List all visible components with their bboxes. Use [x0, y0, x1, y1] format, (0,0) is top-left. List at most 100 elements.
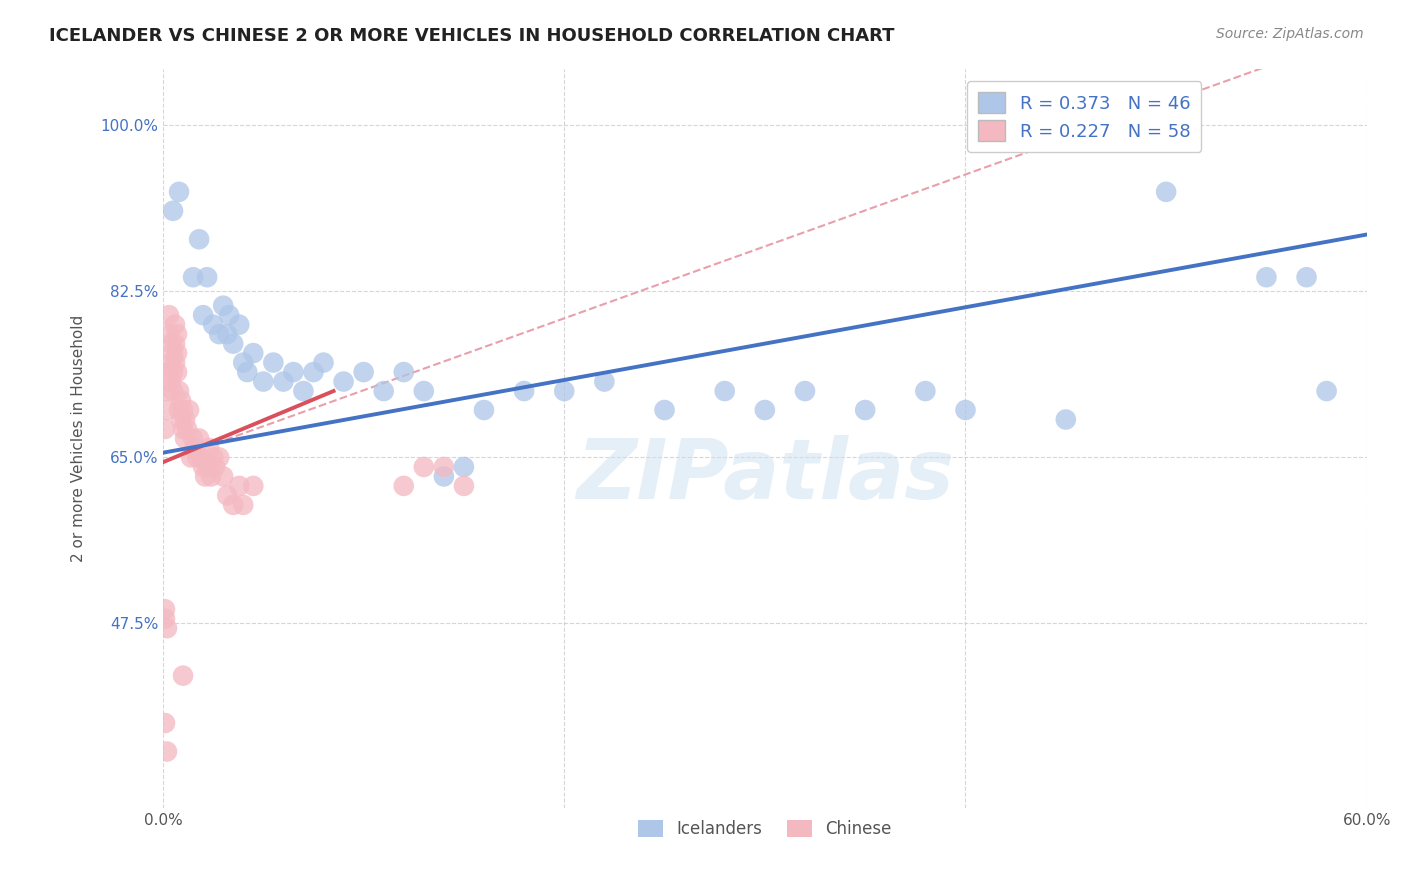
Point [163, 336, 186, 351]
Point [283, 365, 305, 379]
Point [433, 459, 456, 474]
Point [228, 479, 250, 493]
Point [188, 432, 211, 446]
Point [312, 355, 335, 369]
Point [172, 403, 194, 417]
Point [163, 355, 186, 369]
Point [794, 384, 817, 398]
Point [302, 365, 325, 379]
Point [167, 185, 190, 199]
Y-axis label: 2 or more Vehicles in Household: 2 or more Vehicles in Household [72, 315, 86, 562]
Point [167, 403, 190, 417]
Point [194, 469, 217, 483]
Point [195, 459, 218, 474]
Point [190, 450, 212, 465]
Point [177, 403, 200, 417]
Point [160, 355, 183, 369]
Point [156, 403, 179, 417]
Point [191, 459, 214, 474]
Point [184, 441, 207, 455]
Point [1316, 384, 1339, 398]
Point [156, 384, 179, 398]
Point [222, 336, 245, 351]
Point [172, 668, 194, 682]
Point [153, 602, 176, 616]
Point [157, 308, 180, 322]
Point [200, 469, 222, 483]
Point [433, 469, 456, 483]
Point [242, 346, 264, 360]
Point [162, 203, 184, 218]
Point [176, 422, 198, 436]
Point [174, 412, 197, 426]
Point [160, 336, 183, 351]
Point [156, 745, 179, 759]
Point [166, 346, 188, 360]
Point [157, 365, 180, 379]
Point [236, 365, 259, 379]
Point [157, 327, 180, 342]
Point [513, 384, 536, 398]
Point [373, 384, 395, 398]
Point [1054, 412, 1077, 426]
Point [1154, 185, 1177, 199]
Point [232, 498, 254, 512]
Point [202, 450, 225, 465]
Point [412, 384, 434, 398]
Point [217, 488, 239, 502]
Point [162, 384, 184, 398]
Point [170, 412, 193, 426]
Text: ICELANDER VS CHINESE 2 OR MORE VEHICLES IN HOUSEHOLD CORRELATION CHART: ICELANDER VS CHINESE 2 OR MORE VEHICLES … [49, 27, 894, 45]
Point [208, 450, 231, 465]
Point [153, 612, 176, 626]
Point [166, 365, 188, 379]
Point [453, 459, 475, 474]
Point [186, 450, 208, 465]
Point [162, 365, 184, 379]
Point [242, 479, 264, 493]
Text: Source: ZipAtlas.com: Source: ZipAtlas.com [1216, 27, 1364, 41]
Point [472, 403, 495, 417]
Point [654, 403, 676, 417]
Point [162, 346, 184, 360]
Point [212, 469, 235, 483]
Point [172, 422, 194, 436]
Point [412, 459, 434, 474]
Point [914, 384, 936, 398]
Point [153, 422, 176, 436]
Point [204, 459, 226, 474]
Point [392, 479, 415, 493]
Point [392, 365, 415, 379]
Point [232, 355, 254, 369]
Legend: Icelanders, Chinese: Icelanders, Chinese [631, 813, 898, 845]
Point [222, 498, 245, 512]
Point [208, 327, 231, 342]
Point [217, 327, 239, 342]
Point [181, 432, 204, 446]
Point [188, 232, 211, 246]
Point [955, 403, 977, 417]
Point [252, 375, 274, 389]
Point [191, 308, 214, 322]
Point [156, 621, 179, 635]
Point [174, 432, 197, 446]
Point [1295, 270, 1317, 285]
Point [332, 375, 354, 389]
Point [353, 365, 375, 379]
Point [166, 327, 188, 342]
Point [163, 318, 186, 332]
Point [202, 318, 225, 332]
Point [273, 375, 295, 389]
Point [453, 479, 475, 493]
Point [181, 270, 204, 285]
Point [553, 384, 575, 398]
Text: ZIPatlas: ZIPatlas [576, 435, 953, 516]
Point [713, 384, 735, 398]
Point [153, 716, 176, 731]
Point [198, 441, 221, 455]
Point [593, 375, 616, 389]
Point [218, 308, 240, 322]
Point [167, 384, 190, 398]
Point [853, 403, 876, 417]
Point [160, 375, 183, 389]
